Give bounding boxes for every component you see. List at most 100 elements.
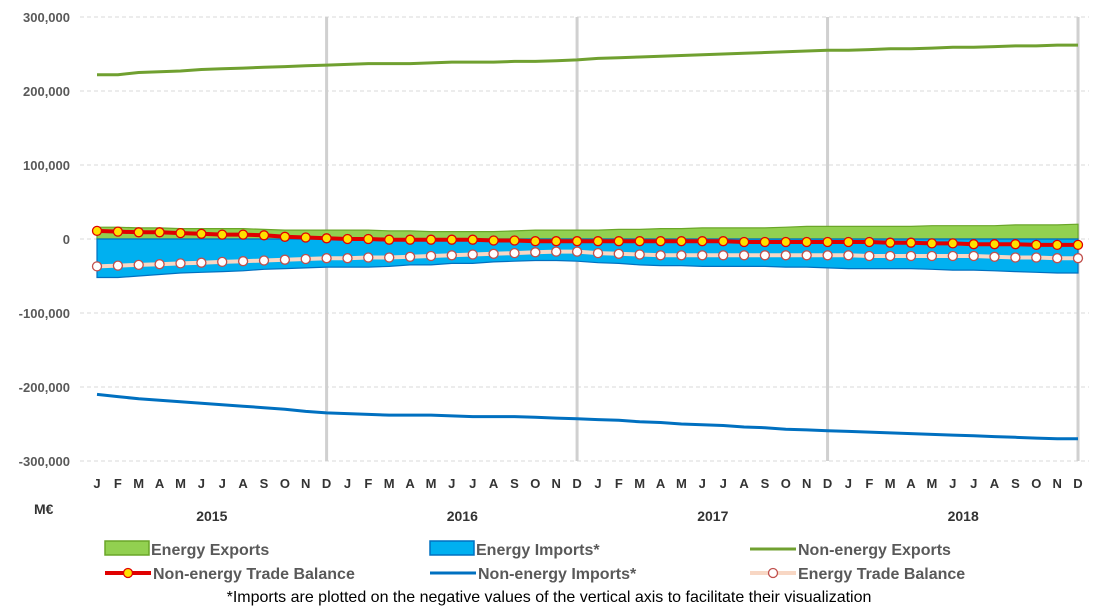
non-energy-trade-balance-marker	[905, 237, 917, 248]
energy-trade-balance-marker	[571, 246, 583, 257]
non-energy-trade-balance-marker	[237, 229, 249, 240]
non-energy-trade-balance-marker	[446, 234, 457, 245]
energy-imports-area	[96, 238, 1079, 279]
non-energy-trade-balance-marker	[801, 236, 812, 248]
non-energy-trade-balance-marker	[175, 227, 186, 239]
non-energy-trade-balance-marker	[425, 234, 437, 245]
non-energy-trade-balance-marker	[363, 233, 374, 245]
legend-item-energy-exports: Energy Exports	[104, 540, 269, 559]
x-tick-label: J	[845, 476, 852, 491]
energy-trade-balance-marker	[321, 253, 332, 264]
footnote: *Imports are plotted on the negative val…	[227, 589, 872, 606]
non-energy-trade-balance-marker	[843, 236, 854, 248]
energy-trade-balance-marker	[279, 254, 291, 265]
non-energy-trade-balance-marker	[467, 234, 478, 245]
energy-trade-balance-marker	[676, 250, 687, 261]
legend-label: Energy Exports	[151, 542, 269, 559]
non-energy-trade-balance-marker	[592, 236, 604, 247]
legend-item-non-energy-imports: Non-energy Imports*	[430, 566, 637, 583]
legend-swatch	[104, 540, 150, 556]
x-tick-label: D	[322, 476, 331, 491]
non-energy-trade-balance-marker	[154, 227, 165, 238]
legend-marker	[767, 567, 779, 579]
legend-label: Energy Trade Balance	[798, 566, 965, 583]
non-energy-trade-balance-marker	[655, 236, 666, 247]
x-tick-label: D	[1073, 476, 1082, 491]
energy-trade-balance-marker	[718, 250, 729, 261]
x-tick-label: F	[114, 476, 122, 491]
x-tick-label: N	[552, 476, 561, 491]
x-tick-label: J	[469, 476, 476, 491]
energy-trade-balance-marker	[237, 256, 249, 267]
non-energy-trade-balance-marker	[509, 235, 520, 246]
non-energy-trade-balance-marker	[1010, 239, 1021, 250]
x-tick-label: N	[1053, 476, 1062, 491]
x-tick-label: N	[301, 476, 310, 491]
x-tick-label: M	[384, 476, 395, 491]
non-energy-trade-balance-marker	[864, 236, 875, 248]
non-energy-trade-balance-marker	[885, 237, 896, 248]
x-tick-label: J	[699, 476, 706, 491]
non-energy-trade-balance-marker	[697, 236, 708, 247]
energy-trade-balance-marker	[1031, 252, 1042, 263]
x-tick-label: J	[448, 476, 455, 491]
non-energy-trade-balance-marker	[571, 236, 583, 247]
year-label: 2015	[196, 508, 227, 524]
x-tick-label: M	[175, 476, 186, 491]
x-tick-label: A	[155, 476, 165, 491]
legend-item-energy-imports: Energy Imports*	[429, 540, 600, 559]
x-tick-label: J	[949, 476, 956, 491]
x-tick-label: M	[885, 476, 896, 491]
x-tick-label: M	[133, 476, 144, 491]
x-tick-label: A	[906, 476, 916, 491]
energy-trade-balance-marker	[697, 250, 708, 261]
legend-item-energy-trade-balance: Energy Trade Balance	[750, 566, 965, 583]
x-tick-label: J	[93, 476, 100, 491]
y-tick-label: 100,000	[23, 158, 70, 173]
energy-trade-balance-marker	[822, 250, 833, 261]
non-energy-trade-balance-marker	[551, 236, 562, 247]
x-tick-label: J	[344, 476, 351, 491]
energy-trade-balance-marker	[258, 255, 270, 266]
x-tick-label: M	[426, 476, 437, 491]
non-energy-trade-balance-marker	[676, 236, 687, 247]
energy-trade-balance-marker	[843, 250, 854, 261]
legend-swatch	[429, 540, 475, 556]
non-energy-trade-balance-marker	[321, 233, 332, 244]
energy-trade-balance-marker	[300, 253, 311, 265]
legend-label: Non-energy Imports*	[478, 566, 637, 583]
x-tick-label: A	[489, 476, 499, 491]
energy-trade-balance-marker	[196, 257, 207, 268]
energy-trade-balance-marker	[154, 259, 165, 270]
non-energy-trade-balance-marker	[196, 228, 207, 239]
x-tick-label: A	[739, 476, 749, 491]
y-tick-label: -100,000	[19, 306, 70, 321]
x-tick-label: S	[260, 476, 269, 491]
non-energy-trade-balance-marker	[989, 239, 1000, 250]
y-tick-label: 300,000	[23, 10, 70, 25]
non-energy-trade-balance-marker	[718, 236, 729, 247]
y-axis-ticks: 300,000 200,000 100,000 0 -100,000 -200,000 -3…	[19, 10, 70, 469]
legend-label: Non-energy Exports	[798, 542, 951, 559]
x-tick-label: F	[364, 476, 372, 491]
line-series	[91, 43, 1084, 441]
x-tick-label: M	[926, 476, 937, 491]
non-energy-trade-balance-marker	[1052, 239, 1063, 251]
energy-trade-balance-marker	[780, 250, 791, 261]
energy-trade-balance-marker	[655, 250, 666, 261]
energy-trade-balance-marker	[968, 250, 979, 262]
x-tick-label: O	[530, 476, 540, 491]
non-energy-trade-balance-marker	[258, 230, 270, 241]
year-label: 2018	[948, 508, 979, 524]
x-tick-label: D	[572, 476, 581, 491]
energy-trade-balance-marker	[404, 251, 416, 262]
energy-trade-balance-marker	[864, 250, 875, 262]
non-energy-trade-balance-marker	[822, 236, 833, 248]
non-energy-trade-balance-marker	[738, 236, 750, 248]
energy-trade-balance-marker	[592, 247, 604, 259]
x-tick-label: A	[656, 476, 666, 491]
non-energy-trade-balance-marker	[613, 236, 624, 247]
x-tick-label: S	[510, 476, 519, 491]
non-energy-trade-balance-marker	[1072, 239, 1084, 251]
x-tick-label: A	[990, 476, 1000, 491]
